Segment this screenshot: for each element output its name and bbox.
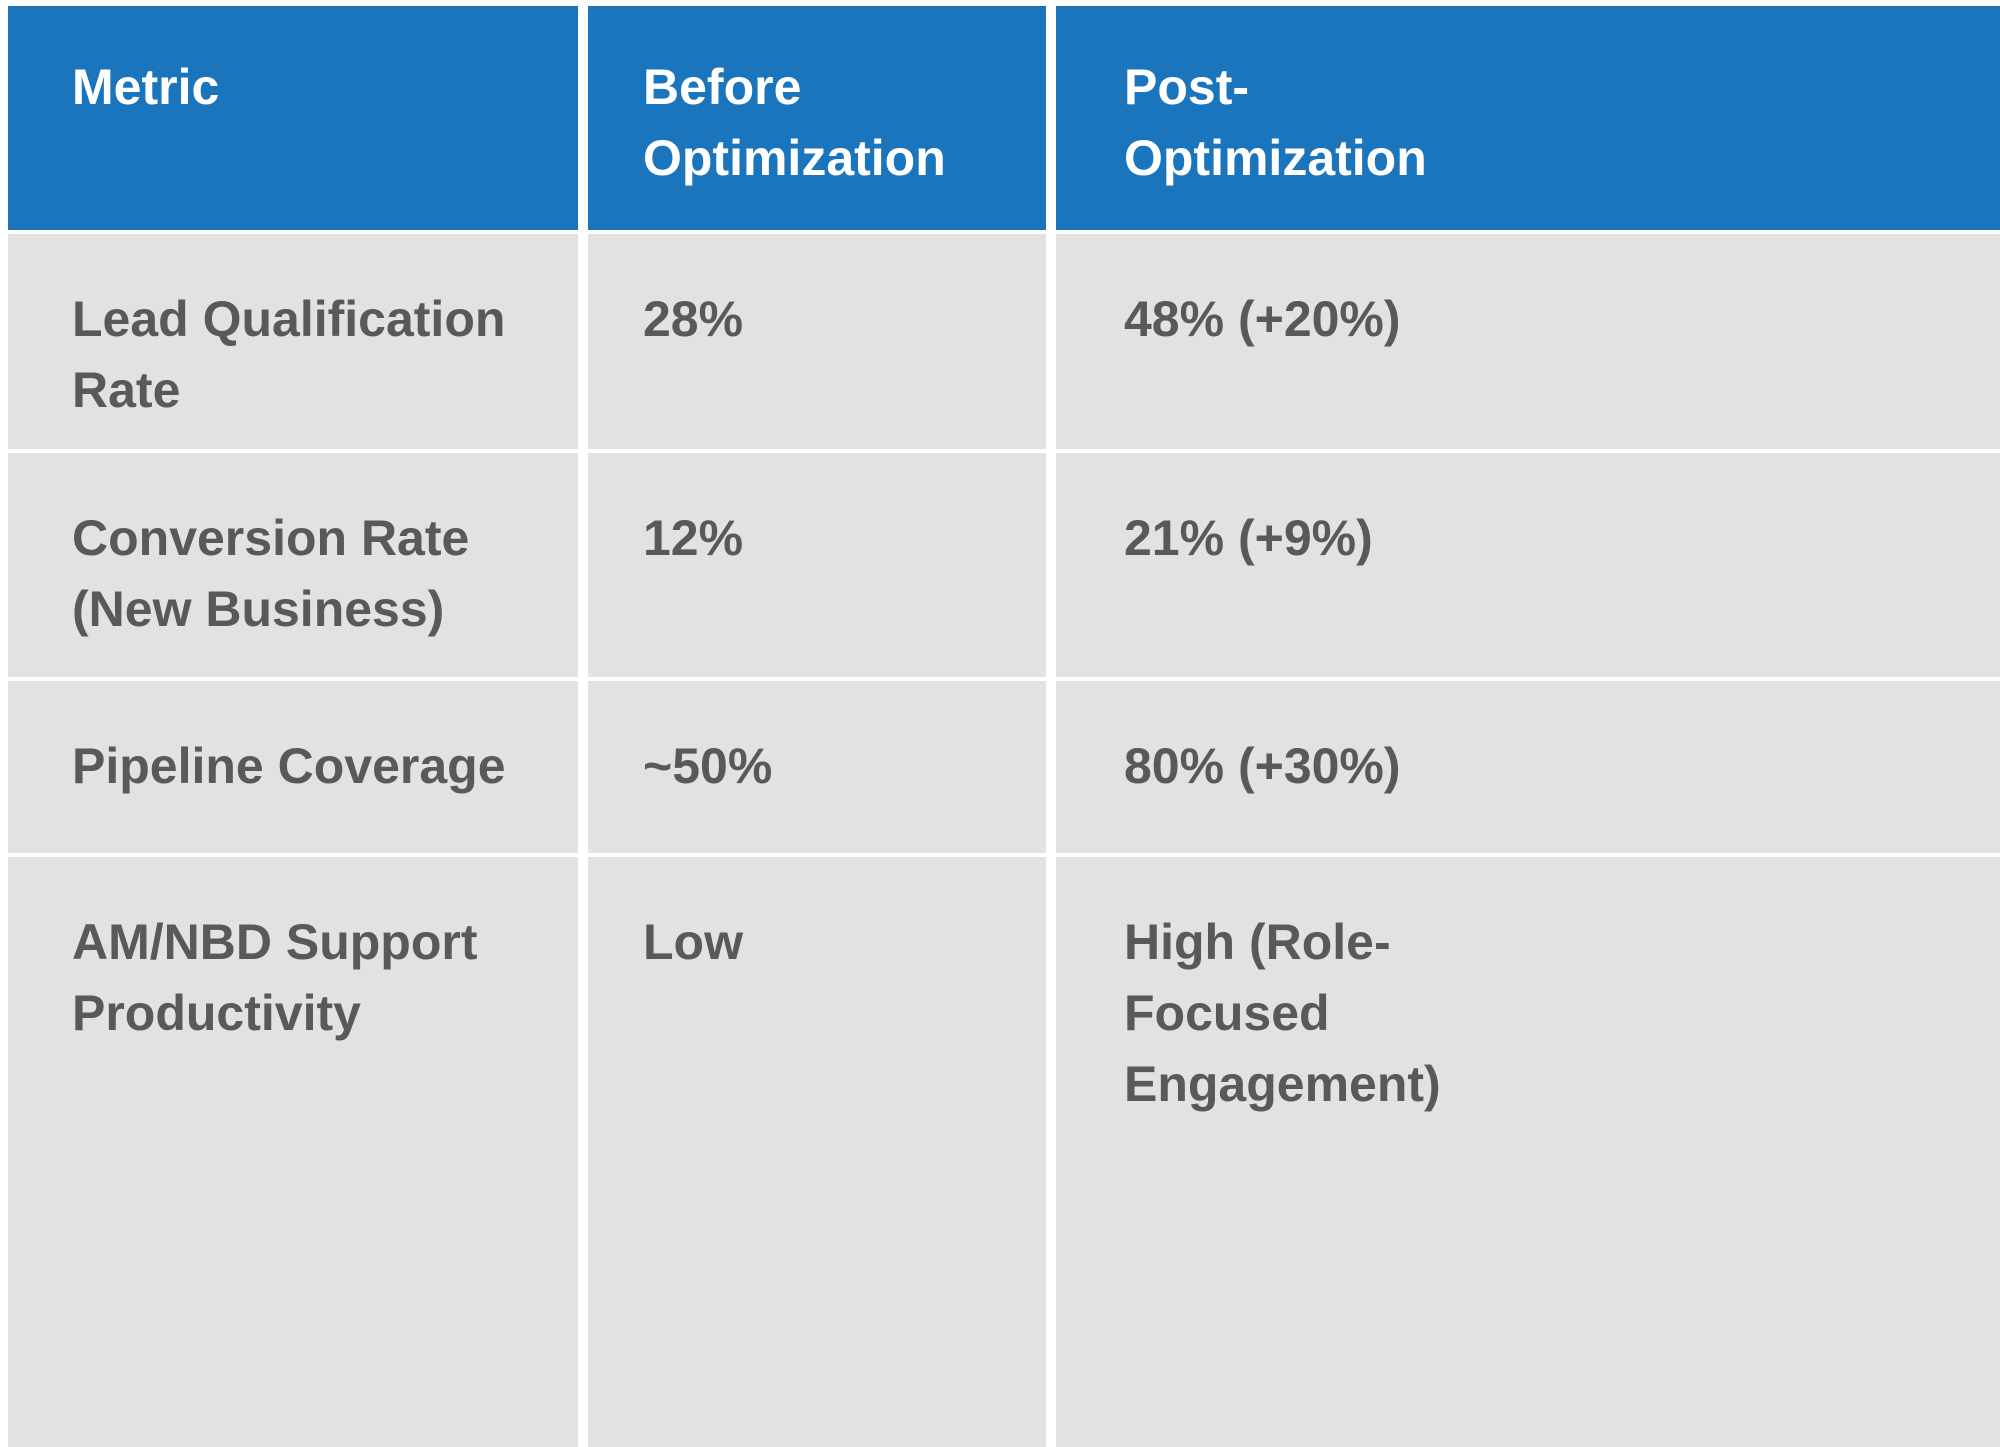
table-row-2-before-value: 12% — [588, 453, 1046, 677]
table-row-2-metric: Conversion Rate (New Business) — [8, 453, 578, 677]
table-row-2-post-value: 21% (+9%) — [1056, 453, 2000, 677]
table-row-1-post-value: 48% (+20%) — [1056, 234, 2000, 449]
table-row-4-post-value: High (Role-Focused Engagement) — [1056, 857, 2000, 1447]
header-label-before-optimization: Before Optimization — [643, 59, 946, 186]
table-row-1-metric: Lead Qualification Rate — [8, 234, 578, 449]
metric-label-pipeline-coverage: Pipeline Coverage — [72, 738, 506, 794]
table-row-3-metric: Pipeline Coverage — [8, 681, 578, 853]
value-post-pipeline-coverage: 80% (+30%) — [1124, 738, 1401, 794]
header-cell-before-optimization: Before Optimization — [588, 6, 1046, 230]
header-cell-post-optimization: Post-Optimization — [1056, 6, 2000, 230]
value-post-am-nbd-support-productivity: High (Role-Focused Engagement) — [1124, 914, 1441, 1112]
table-row-3-post-value: 80% (+30%) — [1056, 681, 2000, 853]
value-post-lead-qualification-rate: 48% (+20%) — [1124, 291, 1401, 347]
header-label-post-optimization: Post-Optimization — [1124, 59, 1427, 186]
table-row-3-before-value: ~50% — [588, 681, 1046, 853]
metric-label-conversion-rate: Conversion Rate (New Business) — [72, 510, 470, 637]
value-post-conversion-rate: 21% (+9%) — [1124, 510, 1373, 566]
metric-label-lead-qualification-rate: Lead Qualification Rate — [72, 291, 506, 418]
metric-label-am-nbd-support-productivity: AM/NBD Support Productivity — [72, 914, 478, 1041]
header-label-metric: Metric — [72, 59, 220, 115]
value-before-conversion-rate: 12% — [643, 510, 744, 566]
table-row-4-before-value: Low — [588, 857, 1046, 1447]
table-row-1-before-value: 28% — [588, 234, 1046, 449]
value-before-pipeline-coverage: ~50% — [643, 738, 773, 794]
table-row-4-metric: AM/NBD Support Productivity — [8, 857, 578, 1447]
header-cell-metric: Metric — [8, 6, 578, 230]
value-before-lead-qualification-rate: 28% — [643, 291, 744, 347]
value-before-am-nbd-support-productivity: Low — [643, 914, 743, 970]
